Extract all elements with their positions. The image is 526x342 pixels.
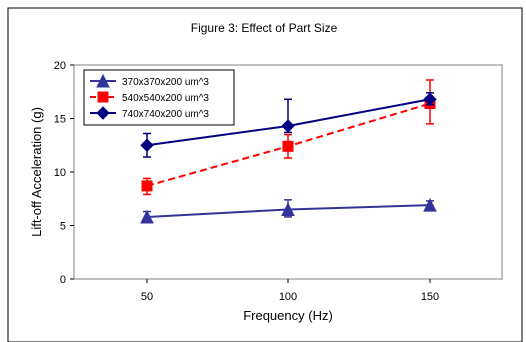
y-tick-label: 20	[54, 60, 66, 72]
data-point	[282, 140, 294, 152]
y-tick-label: 10	[54, 167, 66, 179]
series-group	[140, 198, 437, 224]
legend-item: 370x370x200 um^3	[90, 73, 209, 88]
x-axis-title: Frequency (Hz)	[243, 308, 333, 323]
chart-title: Figure 3: Effect of Part Size	[191, 21, 338, 35]
y-axis: 0 5 10 15 20	[54, 60, 74, 286]
legend-marker	[97, 91, 109, 103]
legend: 370x370x200 um^3 540x540x200 um^3 740x740x…	[83, 69, 235, 126]
legend-marker	[96, 106, 110, 120]
series-layer	[140, 79, 437, 224]
legend-item: 540x540x200 um^3	[90, 91, 209, 104]
data-point	[140, 209, 154, 224]
legend-items: 370x370x200 um^3 540x540x200 um^3 740x740x…	[90, 73, 209, 120]
legend-label: 740x740x200 um^3	[122, 109, 209, 120]
legend-marker	[96, 73, 110, 88]
x-tick-label: 50	[141, 291, 153, 303]
data-point	[281, 119, 295, 133]
data-point	[423, 198, 437, 212]
y-tick-label: 15	[54, 114, 66, 126]
y-tick-label: 0	[60, 274, 66, 286]
legend-label: 370x370x200 um^3	[122, 77, 209, 88]
data-point	[423, 92, 437, 106]
y-axis-title: Lift-off Acceleration (g)	[29, 107, 44, 237]
data-point	[140, 138, 154, 152]
data-point	[141, 180, 153, 192]
legend-item: 740x740x200 um^3	[90, 106, 209, 120]
x-tick-label: 100	[279, 291, 297, 303]
x-tick-label: 150	[421, 291, 439, 303]
series-group	[140, 92, 437, 158]
x-axis: 50 100 150	[141, 279, 439, 303]
legend-label: 540x540x200 um^3	[122, 93, 209, 104]
data-point	[281, 202, 295, 216]
y-tick-label: 5	[60, 221, 66, 233]
